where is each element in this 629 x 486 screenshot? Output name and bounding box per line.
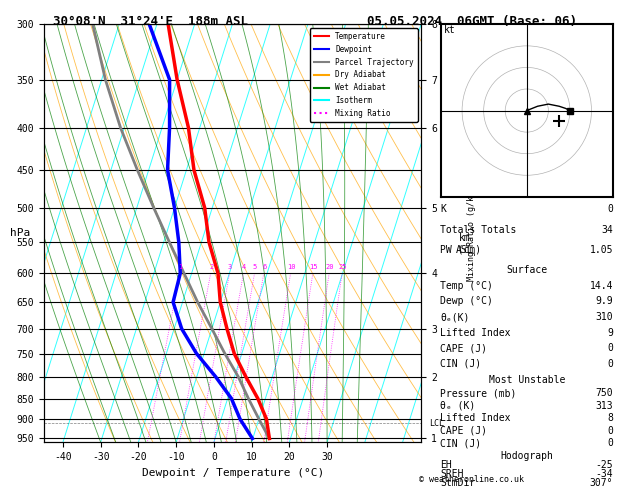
Text: -25: -25: [596, 460, 613, 470]
Text: 307°: 307°: [589, 478, 613, 486]
Text: Pressure (mb): Pressure (mb): [440, 388, 517, 398]
Text: 313: 313: [596, 400, 613, 411]
Text: 20: 20: [325, 264, 334, 270]
Text: Dewp (°C): Dewp (°C): [440, 296, 493, 307]
Text: hPa: hPa: [10, 228, 30, 238]
Text: CAPE (J): CAPE (J): [440, 343, 487, 353]
Text: Mixing Ratio (g/kg): Mixing Ratio (g/kg): [467, 186, 476, 281]
Text: Lifted Index: Lifted Index: [440, 413, 511, 423]
Text: CAPE (J): CAPE (J): [440, 426, 487, 436]
Text: 0: 0: [607, 359, 613, 369]
Text: 4: 4: [242, 264, 246, 270]
Text: 3: 3: [228, 264, 232, 270]
Text: -34: -34: [596, 469, 613, 479]
Text: 0: 0: [607, 205, 613, 214]
Text: 15: 15: [309, 264, 318, 270]
Text: CIN (J): CIN (J): [440, 438, 482, 448]
Text: θₑ(K): θₑ(K): [440, 312, 470, 322]
Text: 0: 0: [607, 426, 613, 436]
Text: EH: EH: [440, 460, 452, 470]
Text: 2: 2: [209, 264, 213, 270]
Text: Lifted Index: Lifted Index: [440, 328, 511, 338]
Text: 6: 6: [262, 264, 267, 270]
Text: StmDir: StmDir: [440, 478, 476, 486]
Text: 1.05: 1.05: [589, 245, 613, 255]
Text: CIN (J): CIN (J): [440, 359, 482, 369]
Text: 05.05.2024  06GMT (Base: 06): 05.05.2024 06GMT (Base: 06): [367, 15, 577, 28]
Text: SREH: SREH: [440, 469, 464, 479]
Text: 0: 0: [607, 438, 613, 448]
Text: 8: 8: [607, 413, 613, 423]
Text: LCL: LCL: [429, 418, 444, 428]
Text: 1: 1: [179, 264, 183, 270]
Text: 9.9: 9.9: [596, 296, 613, 307]
Text: 34: 34: [601, 225, 613, 235]
Text: 5: 5: [253, 264, 257, 270]
X-axis label: Dewpoint / Temperature (°C): Dewpoint / Temperature (°C): [142, 468, 324, 478]
Text: 0: 0: [607, 343, 613, 353]
Text: Surface: Surface: [506, 265, 547, 275]
Text: Most Unstable: Most Unstable: [489, 376, 565, 385]
Text: K: K: [440, 205, 447, 214]
Text: 750: 750: [596, 388, 613, 398]
Text: θₑ (K): θₑ (K): [440, 400, 476, 411]
Text: Totals Totals: Totals Totals: [440, 225, 517, 235]
Text: 25: 25: [338, 264, 347, 270]
Text: 14.4: 14.4: [589, 281, 613, 291]
Text: 10: 10: [287, 264, 295, 270]
Text: © weatheronline.co.uk: © weatheronline.co.uk: [420, 474, 524, 484]
Text: PW (cm): PW (cm): [440, 245, 482, 255]
Y-axis label: km
ASL: km ASL: [456, 233, 474, 255]
Text: 30°08'N  31°24'E  188m ASL: 30°08'N 31°24'E 188m ASL: [53, 15, 248, 28]
Legend: Temperature, Dewpoint, Parcel Trajectory, Dry Adiabat, Wet Adiabat, Isotherm, Mi: Temperature, Dewpoint, Parcel Trajectory…: [310, 28, 418, 122]
Text: 9: 9: [607, 328, 613, 338]
Text: kt: kt: [444, 25, 456, 35]
Text: 310: 310: [596, 312, 613, 322]
Text: Hodograph: Hodograph: [500, 451, 554, 461]
Text: Temp (°C): Temp (°C): [440, 281, 493, 291]
